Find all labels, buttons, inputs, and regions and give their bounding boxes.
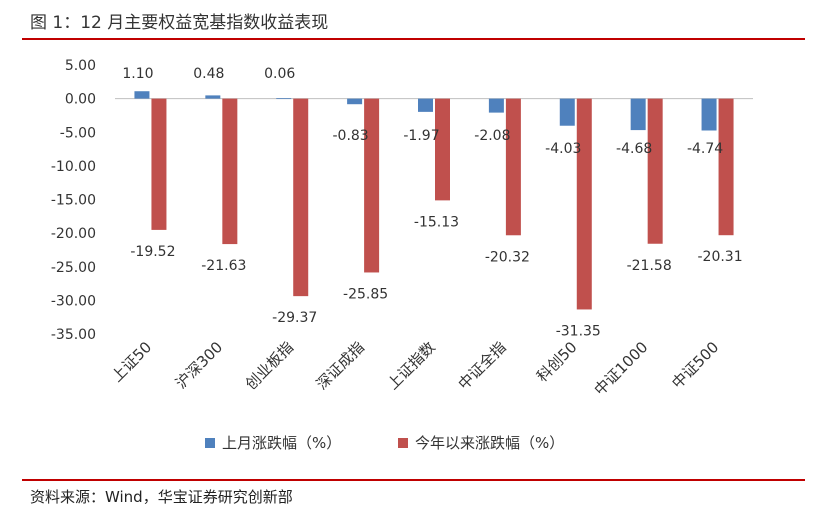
- legend-swatch-ytd: [398, 438, 408, 448]
- y-tick-label: -10.00: [51, 159, 96, 175]
- x-category-label: 科创50: [533, 338, 580, 385]
- bar-last-month: [205, 95, 221, 99]
- bar-last-month: [630, 98, 646, 131]
- y-tick-label: -5.00: [60, 125, 96, 141]
- bar-ytd: [364, 98, 380, 273]
- x-category-label: 创业板指: [242, 338, 297, 393]
- data-label-ytd: -15.13: [414, 214, 459, 230]
- x-category-label: 中证1000: [591, 338, 652, 399]
- data-label-last-month: -1.97: [403, 128, 439, 144]
- data-label-last-month: 1.10: [122, 66, 153, 82]
- x-category-label: 沪深300: [172, 338, 226, 392]
- data-label-ytd: -25.85: [343, 286, 388, 302]
- x-category-label: 上证50: [108, 338, 155, 385]
- bar-last-month: [418, 98, 433, 112]
- data-label-last-month: 0.06: [264, 66, 295, 82]
- y-tick-label: -20.00: [51, 226, 96, 242]
- x-category-label: 上证指数: [384, 338, 439, 393]
- x-category-label: 中证500: [668, 338, 722, 392]
- source-note: 资料来源：Wind，华宝证券研究创新部: [30, 488, 293, 506]
- y-axis: 5.00 0.00 -5.00 -10.00 -15.00 -20.00 -25.00 -30…: [51, 58, 753, 343]
- data-label-last-month: -4.03: [545, 141, 581, 157]
- y-tick-label: -15.00: [51, 193, 96, 209]
- bar-series: [134, 91, 734, 310]
- y-tick-label: -25.00: [51, 260, 96, 276]
- data-label-ytd: -21.58: [627, 258, 672, 274]
- bar-last-month: [276, 98, 292, 100]
- x-category-label: 中证全指: [455, 338, 510, 393]
- bar-ytd: [222, 98, 238, 245]
- y-tick-label: -35.00: [51, 327, 96, 343]
- data-label-ytd: -29.37: [272, 310, 317, 326]
- x-axis-categories: 上证50 沪深300 创业板指 深证成指 上证指数 中证全指 科创50 中证1000 中证500: [108, 338, 723, 399]
- bar-ytd: [647, 98, 663, 244]
- data-label-ytd: -31.35: [556, 323, 601, 339]
- bar-ytd: [435, 98, 450, 201]
- bar-chart: 5.00 0.00 -5.00 -10.00 -15.00 -20.00 -25.00 -30…: [51, 58, 753, 452]
- bar-ytd: [293, 98, 309, 297]
- y-tick-label: 0.00: [65, 92, 96, 108]
- y-tick-label: 5.00: [65, 58, 96, 74]
- data-label-ytd: -20.31: [697, 249, 742, 265]
- bar-ytd: [505, 98, 521, 236]
- data-label-last-month: -2.08: [474, 128, 510, 144]
- bar-last-month: [559, 98, 575, 126]
- legend-swatch-last-month: [205, 438, 215, 448]
- data-labels: 1.10 -19.52 0.48 -21.63 0.06 -29.37 -0.83 -25.8…: [122, 66, 742, 339]
- bar-ytd: [151, 98, 167, 230]
- data-label-ytd: -20.32: [485, 249, 530, 265]
- bar-last-month: [701, 98, 717, 131]
- legend: 上月涨跌幅（%） 今年以来涨跌幅（%）: [205, 434, 564, 452]
- chart-title: 图 1：12 月主要权益宽基指数收益表现: [30, 13, 329, 33]
- legend-label-ytd: 今年以来涨跌幅（%）: [415, 434, 564, 452]
- footer-divider: [22, 479, 805, 481]
- y-tick-label: -30.00: [51, 293, 96, 309]
- data-label-last-month: -4.68: [616, 141, 652, 157]
- bar-last-month: [347, 98, 363, 105]
- bar-ytd: [718, 98, 734, 236]
- data-label-ytd: -21.63: [201, 258, 246, 274]
- bar-last-month: [134, 91, 150, 99]
- data-label-ytd: -19.52: [130, 244, 175, 260]
- title-divider: [22, 38, 805, 40]
- legend-label-last-month: 上月涨跌幅（%）: [222, 434, 341, 452]
- data-label-last-month: 0.48: [193, 66, 224, 82]
- bar-last-month: [488, 98, 504, 113]
- data-label-last-month: -4.74: [687, 141, 723, 157]
- data-label-last-month: -0.83: [332, 128, 368, 144]
- bar-ytd: [576, 98, 592, 310]
- x-category-label: 深证成指: [313, 338, 368, 393]
